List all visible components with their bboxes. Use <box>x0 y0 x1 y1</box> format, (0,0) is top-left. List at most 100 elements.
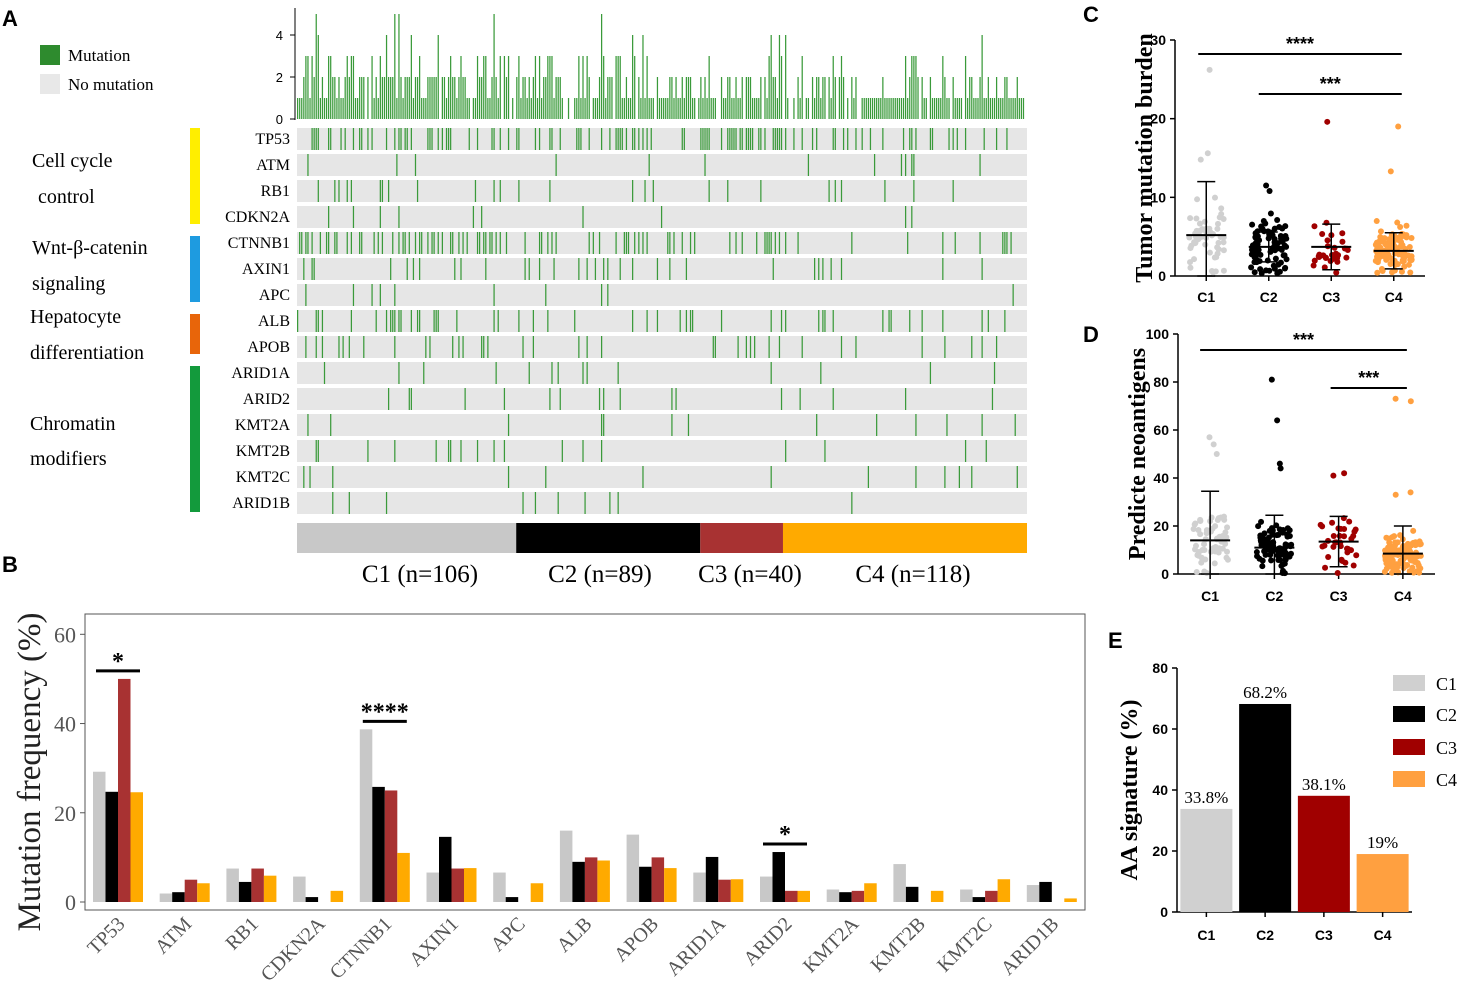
mutation-count-bar <box>307 56 309 119</box>
mutation-cell <box>942 258 944 280</box>
mutation-cell <box>532 310 534 332</box>
mutation-cell <box>981 310 983 332</box>
mutation-cell <box>770 232 772 254</box>
data-point-c2 <box>1249 221 1256 228</box>
mutation-count-bar <box>526 98 528 119</box>
mutation-cell <box>576 128 578 150</box>
mutation-cell <box>828 180 830 202</box>
mutation-cell <box>435 440 437 462</box>
mutation-count-bar <box>435 77 437 119</box>
mutation-cell <box>313 128 315 150</box>
bar-apob-c1 <box>626 834 640 902</box>
mutation-cell <box>462 232 464 254</box>
mutation-count-bar <box>944 77 946 119</box>
mutation-cell <box>328 206 330 228</box>
mutation-cell <box>882 128 884 150</box>
data-point-c2 <box>1274 217 1281 224</box>
mutation-cell <box>551 128 553 150</box>
panel-e-label: E <box>1108 628 1123 653</box>
panel-e: E AA signature (%) 0 20 40 60 80 33.8% C1 68.2%… <box>1108 628 1457 943</box>
mutation-cell <box>361 128 363 150</box>
mutation-cell <box>396 154 398 176</box>
bar-arid2-c2 <box>772 852 785 902</box>
data-point-c4 <box>1381 568 1388 575</box>
mutation-count-bar <box>1000 98 1002 119</box>
mutation-cell <box>739 128 741 150</box>
mutation-cell <box>689 310 692 332</box>
mutation-count-bar <box>834 77 836 119</box>
data-point-c2 <box>1276 460 1283 467</box>
mutation-count-bar <box>400 77 402 119</box>
mutation-count-bar <box>1010 98 1012 119</box>
mutation-cell <box>489 232 491 254</box>
mutation-cell <box>638 232 640 254</box>
mutation-cell <box>447 128 450 150</box>
mutation-count-bar <box>528 77 530 119</box>
mutation-count-bar <box>940 98 942 119</box>
mutation-count-bar <box>594 98 597 119</box>
bar-c2 <box>1239 703 1292 912</box>
mutation-cell <box>379 284 381 306</box>
mutation-cell <box>913 180 915 202</box>
y-tick-label: 20 <box>1150 111 1166 127</box>
mutation-cell <box>518 310 520 332</box>
data-point-c4 <box>1385 544 1392 551</box>
mutation-count-bar <box>487 98 489 119</box>
mutation-cell <box>598 388 601 410</box>
data-point-c1 <box>1220 215 1227 222</box>
mutation-count-bar <box>867 98 870 119</box>
oncoprint-row-atm <box>297 154 1027 176</box>
mutation-count-bar <box>898 98 901 119</box>
mutation-count-bar <box>472 98 475 119</box>
mutation-cell <box>625 232 628 254</box>
data-point-c1 <box>1190 525 1197 532</box>
gene-label-alb: ALB <box>258 313 290 330</box>
data-point-c1 <box>1206 434 1213 441</box>
mutation-cell <box>495 232 497 254</box>
mutation-cell <box>338 336 340 358</box>
mutation-cell <box>319 232 321 254</box>
mutation-cell <box>820 362 822 384</box>
mutation-count-bar <box>543 77 545 119</box>
panel-b-significance: ****** <box>96 649 807 848</box>
mutation-count-bars <box>297 14 1025 119</box>
mutation-count-bar <box>671 77 673 119</box>
data-point-c2 <box>1252 230 1259 237</box>
mutation-cell <box>944 466 946 488</box>
mutation-cell <box>915 414 917 436</box>
data-point-c4 <box>1410 569 1417 576</box>
oncoprint-row-tp53 <box>297 128 1027 150</box>
mutation-cell <box>603 258 605 280</box>
mutation-cell <box>911 154 913 176</box>
mutation-count-bar <box>437 35 439 119</box>
mutation-count-bar <box>667 98 669 119</box>
bar-arid1b-c4 <box>1064 898 1077 902</box>
mutation-count-bar <box>474 98 477 119</box>
mutation-cell <box>373 232 375 254</box>
mutation-count-bar <box>392 77 394 119</box>
data-point-c3 <box>1339 238 1346 245</box>
mutation-cell <box>617 492 619 514</box>
mutation-cell <box>503 440 506 462</box>
mutation-count-bar <box>904 56 907 119</box>
data-point-c1 <box>1211 560 1218 567</box>
mutation-cell <box>840 180 843 202</box>
data-point-c2 <box>1277 259 1284 266</box>
mutation-count-bar <box>344 77 346 119</box>
mutation-count-bar <box>1020 98 1023 119</box>
mutation-cell <box>404 232 406 254</box>
mutation-cell <box>656 310 659 332</box>
panel-c: C Tumor mutation burden 0 10 20 30 C1 C2 C3 C4 *… <box>1083 2 1425 305</box>
mutation-cell <box>431 232 433 254</box>
data-point-c4 <box>1409 564 1416 571</box>
mutation-cell <box>307 232 309 254</box>
mutation-cell <box>458 336 460 358</box>
mutation-cell <box>348 336 350 358</box>
mutation-cell <box>673 232 675 254</box>
cluster-label-c4: C4 (n=118) <box>855 561 970 588</box>
cluster-labels: C1 (n=106) C2 (n=89) C3 (n=40) C4 (n=118… <box>362 561 971 588</box>
bar-arid1a-c3 <box>718 879 731 902</box>
data-point-c1 <box>1187 245 1194 252</box>
mutation-cell <box>735 128 737 150</box>
mutation-cell <box>350 180 353 202</box>
